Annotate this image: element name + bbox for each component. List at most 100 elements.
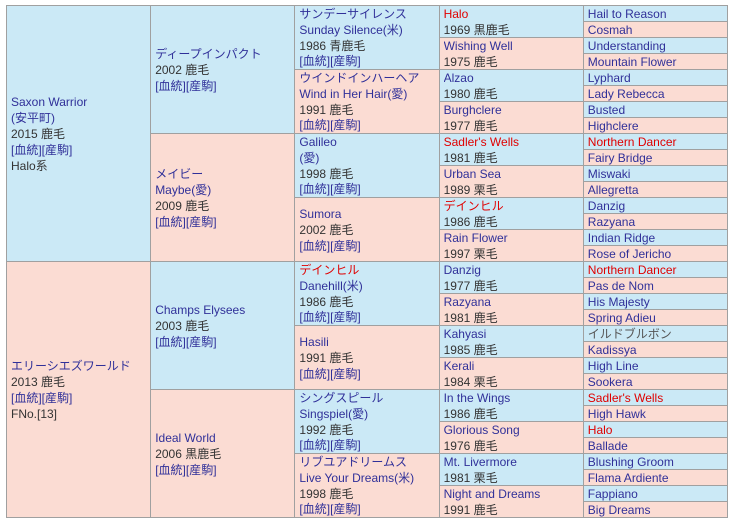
horse-name-link[interactable]: Allegretta [587,183,639,197]
horse-name-link[interactable]: Pas de Nom [587,279,654,293]
horse-name-link[interactable]: Saxon Warrior [11,94,88,109]
horse-name-link[interactable]: Night and Dreams [443,487,541,501]
offspring-link[interactable]: [産駒] [185,78,217,93]
horse-name-link[interactable]: Glorious Song [443,423,520,437]
bloodline-link[interactable]: [血統] [299,310,331,325]
horse-name-link[interactable]: Danzig [587,199,626,213]
horse-name-link[interactable]: Ballade [587,439,628,453]
bloodline-link[interactable]: [血統] [155,462,186,477]
horse-name-link[interactable]: メイビー [155,166,204,181]
horse-subname-link[interactable]: Danehill(米) [299,278,363,293]
horse-name-link[interactable]: Spring Adieu [587,311,656,325]
horse-subname-link[interactable]: Live Your Dreams(米) [299,470,415,485]
horse-name-link[interactable]: サンデーサイレンス [299,7,407,21]
horse-name-link[interactable]: Galileo [299,135,337,149]
horse-name-link[interactable]: Rain Flower [443,231,508,245]
horse-name-link[interactable]: ディープインパクト [155,46,262,61]
horse-name-link[interactable]: Miswaki [587,167,631,181]
offspring-link[interactable]: [産駒] [185,214,217,229]
horse-name-link[interactable]: Blushing Groom [587,455,674,469]
offspring-link[interactable]: [産駒] [41,142,73,157]
horse-name-link[interactable]: Lyphard [587,71,631,85]
horse-name-link[interactable]: ウインドインハーヘア [299,71,420,85]
horse-name-link[interactable]: Alzao [443,71,474,85]
horse-name-link[interactable]: Sadler's Wells [443,135,520,149]
horse-name-link[interactable]: リブユアドリームス [299,455,408,469]
horse-name-link[interactable]: デインヒル [299,263,360,277]
horse-name-link[interactable]: Halo [443,7,469,21]
horse-name-link[interactable]: Halo [587,423,613,437]
horse-subname-link[interactable]: (愛) [299,150,320,165]
horse-name-link[interactable]: Fappiano [587,487,638,501]
pedigree-cell-gen3-3: Galileo (愛) 1998 鹿毛 [血統][産駒] [295,134,440,198]
horse-name-link[interactable]: Highclere [587,119,639,133]
horse-name-link[interactable]: His Majesty [587,295,650,309]
horse-name-link[interactable]: Busted [587,103,626,117]
horse-name-link[interactable]: Wishing Well [443,39,513,53]
horse-name-link[interactable]: Sookera [587,375,633,389]
bloodline-link[interactable]: [血統] [155,214,186,229]
horse-name-link[interactable]: Northern Dancer [587,135,677,149]
horse-subname-link[interactable]: Wind in Her Hair(愛) [299,86,408,101]
offspring-link[interactable]: [産駒] [330,366,361,381]
bloodline-link[interactable]: [血統] [299,366,331,381]
bloodline-link[interactable]: [血統] [11,390,42,405]
offspring-link[interactable]: [産駒] [330,182,361,197]
offspring-link[interactable]: [産駒] [185,462,217,477]
horse-name-link[interactable]: Indian Ridge [587,231,656,245]
bloodline-link[interactable]: [血統] [299,438,331,453]
horse-name-link[interactable]: Lady Rebecca [587,87,665,101]
bloodline-link[interactable]: [血統] [299,238,331,253]
horse-subname-link[interactable]: (安平町) [11,110,55,125]
horse-name-link[interactable]: Sadler's Wells [587,391,664,405]
horse-name-link[interactable]: Cosmah [587,23,633,37]
offspring-link[interactable]: [産駒] [330,118,361,133]
horse-name-link[interactable]: Kerali [443,359,475,373]
pedigree-cell-gen5-29: Blushing Groom [583,454,728,470]
bloodline-link[interactable]: [血統] [11,142,42,157]
horse-name-link[interactable]: Kahyasi [443,327,487,341]
horse-name-link[interactable]: In the Wings [443,391,511,405]
horse-name-link[interactable]: High Hawk [587,407,646,421]
horse-name-link[interactable]: エリーシエズワールド [11,358,131,373]
bloodline-link[interactable]: [血統] [155,334,186,349]
horse-name-link[interactable]: Ideal World [155,430,216,445]
offspring-link[interactable]: [産駒] [185,334,217,349]
horse-name-link[interactable]: Champs Elysees [155,302,246,317]
horse-name-link[interactable]: Mt. Livermore [443,455,517,469]
horse-subname-link[interactable]: Sunday Silence(米) [299,22,403,37]
horse-name-link[interactable]: Flama Ardiente [587,471,669,485]
bloodline-link[interactable]: [血統] [299,502,331,517]
horse-subname-link[interactable]: Maybe(愛) [155,182,212,197]
offspring-link[interactable]: [産駒] [330,238,361,253]
horse-name-link[interactable]: Rose of Jericho [587,247,672,261]
offspring-link[interactable]: [産駒] [41,390,73,405]
offspring-link[interactable]: [産駒] [330,54,361,69]
horse-name-link[interactable]: Hail to Reason [587,7,667,21]
bloodline-link[interactable]: [血統] [299,118,331,133]
horse-name-link[interactable]: Northern Dancer [587,263,677,277]
horse-name-link[interactable]: High Line [587,359,639,373]
bloodline-link[interactable]: [血統] [299,182,331,197]
horse-name-link[interactable]: Urban Sea [443,167,501,181]
bloodline-link[interactable]: [血統] [155,78,186,93]
offspring-link[interactable]: [産駒] [330,310,361,325]
horse-name-link[interactable]: Razyana [587,215,636,229]
horse-name-link[interactable]: Big Dreams [587,503,651,517]
horse-name-link[interactable]: Kadissya [587,343,637,357]
offspring-link[interactable]: [産駒] [330,502,361,517]
horse-name-link[interactable]: Mountain Flower [587,55,677,69]
horse-name-link[interactable]: Burghclere [443,103,502,117]
horse-name-link[interactable]: Danzig [443,263,481,277]
pedigree-cell-gen3-2: ウインドインハーヘア Wind in Her Hair(愛) 1991 鹿毛 [血統]… [295,70,440,134]
bloodline-link[interactable]: [血統] [299,54,331,69]
horse-name-link[interactable]: Fairy Bridge [587,151,653,165]
horse-name-link[interactable]: Razyana [443,295,491,309]
horse-subname-link[interactable]: Singspiel(愛) [299,406,369,421]
horse-name-link[interactable]: シングスピール [299,391,384,405]
horse-name-link[interactable]: Understanding [587,39,666,53]
offspring-link[interactable]: [産駒] [330,438,361,453]
horse-name-link[interactable]: Hasili [299,334,329,349]
horse-name-link[interactable]: Sumora [299,206,342,221]
horse-name-link[interactable]: デインヒル [443,199,504,213]
